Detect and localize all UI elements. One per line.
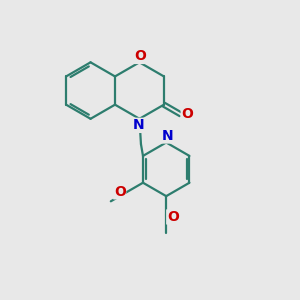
Text: O: O	[134, 50, 146, 63]
Text: O: O	[114, 185, 126, 199]
Text: O: O	[181, 107, 193, 121]
Text: N: N	[162, 129, 173, 143]
Text: O: O	[167, 210, 179, 224]
Text: N: N	[133, 118, 145, 132]
